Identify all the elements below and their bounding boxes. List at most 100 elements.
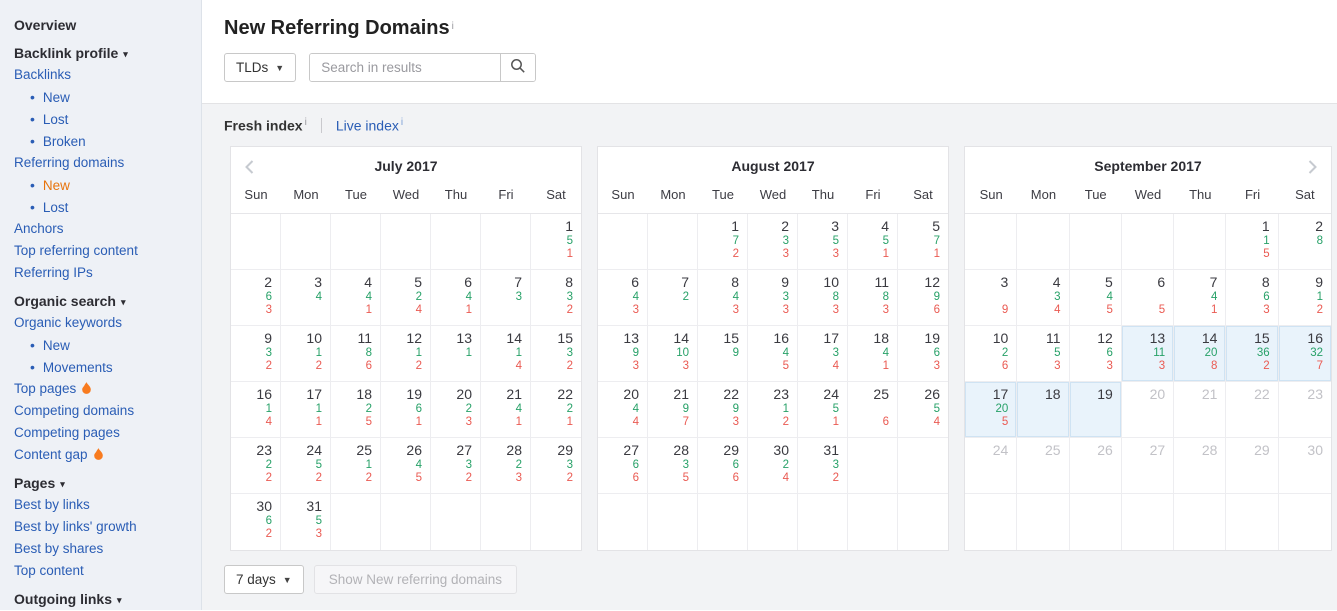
calendar-cell[interactable]: 16 1 4 xyxy=(231,382,281,438)
sidebar-item-organic-search[interactable]: Organic search ▾ xyxy=(14,290,201,312)
calendar-cell[interactable]: 17 3 4 xyxy=(798,326,848,382)
calendar-cell[interactable]: 26 4 5 xyxy=(381,438,431,494)
calendar-cell[interactable]: 15 3 2 xyxy=(531,326,581,382)
search-button[interactable] xyxy=(500,54,536,81)
calendar-cell[interactable]: 30 6 2 xyxy=(231,494,281,550)
tab-fresh-index[interactable]: Fresh index i xyxy=(224,116,307,134)
calendar-cell[interactable]: 28 2 3 xyxy=(481,438,531,494)
calendar-cell[interactable]: 27 3 2 xyxy=(431,438,481,494)
calendar-cell[interactable]: 14 10 3 xyxy=(648,326,698,382)
calendar-cell[interactable]: 11 5 3 xyxy=(1017,326,1070,382)
fresh-index-info-icon[interactable]: i xyxy=(304,116,307,128)
calendar-cell[interactable]: 13 9 3 xyxy=(598,326,648,382)
calendar-cell[interactable]: 25 1 2 xyxy=(331,438,381,494)
calendar-cell[interactable]: 10 1 2 xyxy=(281,326,331,382)
calendar-cell[interactable]: 18 xyxy=(1017,382,1070,438)
sidebar-item-new[interactable]: • New xyxy=(14,86,201,108)
calendar-cell[interactable]: 15 36 2 xyxy=(1226,326,1279,382)
calendar-cell[interactable]: 19 6 3 xyxy=(898,326,948,382)
sidebar-item-lost[interactable]: • Lost xyxy=(14,108,201,130)
sidebar-item-competing-pages[interactable]: Competing pages xyxy=(14,422,201,444)
prev-month-icon[interactable] xyxy=(244,158,255,176)
calendar-cell[interactable]: 16 4 5 xyxy=(748,326,798,382)
calendar-cell[interactable]: 17 20 5 xyxy=(965,382,1018,438)
calendar-cell[interactable]: 29 3 2 xyxy=(531,438,581,494)
calendar-cell[interactable]: 23 2 2 xyxy=(231,438,281,494)
calendar-cell[interactable]: 11 8 3 xyxy=(848,270,898,326)
calendar-cell[interactable]: 30 2 4 xyxy=(748,438,798,494)
calendar-cell[interactable]: 10 8 3 xyxy=(798,270,848,326)
calendar-cell[interactable]: 18 4 1 xyxy=(848,326,898,382)
calendar-cell[interactable]: 18 2 5 xyxy=(331,382,381,438)
calendar-cell[interactable]: 22 2 1 xyxy=(531,382,581,438)
sidebar-item-lost[interactable]: • Lost xyxy=(14,196,201,218)
calendar-cell[interactable]: 15 9 xyxy=(698,326,748,382)
calendar-cell[interactable]: 24 5 2 xyxy=(281,438,331,494)
show-new-referring-domains-button[interactable]: Show New referring domains xyxy=(313,565,518,594)
calendar-cell[interactable]: 12 6 3 xyxy=(1069,326,1122,382)
calendar-cell[interactable]: 21 9 7 xyxy=(648,382,698,438)
calendar-cell[interactable]: 28 3 5 xyxy=(648,438,698,494)
calendar-cell[interactable]: 21 4 1 xyxy=(481,382,531,438)
search-input[interactable] xyxy=(310,54,501,81)
sidebar-item-overview[interactable]: Overview xyxy=(14,14,201,36)
sidebar-item-backlinks[interactable]: Backlinks xyxy=(14,64,201,86)
calendar-cell[interactable]: 14 20 8 xyxy=(1174,326,1227,382)
calendar-cell[interactable]: 12 9 6 xyxy=(898,270,948,326)
sidebar-item-competing-domains[interactable]: Competing domains xyxy=(14,400,201,422)
sidebar-item-referring-domains[interactable]: Referring domains xyxy=(14,152,201,174)
sidebar-item-movements[interactable]: • Movements xyxy=(14,356,201,378)
calendar-cell[interactable]: 26 5 4 xyxy=(898,382,948,438)
calendar-cell[interactable]: 16 32 7 xyxy=(1278,326,1331,382)
sidebar-item-top-referring-content[interactable]: Top referring content xyxy=(14,240,201,262)
calendar-cell[interactable]: 17 1 1 xyxy=(281,382,331,438)
sidebar-item-organic-keywords[interactable]: Organic keywords xyxy=(14,312,201,334)
sidebar-item-best-by-links-growth[interactable]: Best by links' growth xyxy=(14,516,201,538)
sidebar-item-referring-ips[interactable]: Referring IPs xyxy=(14,262,201,284)
calendar-cell[interactable]: 27 6 6 xyxy=(598,438,648,494)
calendar-cell[interactable]: 24 5 1 xyxy=(798,382,848,438)
sidebar-item-top-content[interactable]: Top content xyxy=(14,560,201,582)
title-info-icon[interactable]: i xyxy=(451,20,454,32)
next-month-icon[interactable] xyxy=(1307,158,1318,176)
sidebar-item-new[interactable]: • New xyxy=(14,174,201,196)
calendar-cell[interactable]: 20 4 4 xyxy=(598,382,648,438)
sidebar-item-top-pages[interactable]: Top pages xyxy=(14,378,201,400)
calendar-cell[interactable]: 31 3 2 xyxy=(798,438,848,494)
sidebar-item-best-by-shares[interactable]: Best by shares xyxy=(14,538,201,560)
sidebar-item-backlink-profile[interactable]: Backlink profile ▾ xyxy=(14,42,201,64)
calendar-cell[interactable]: 14 1 4 xyxy=(481,326,531,382)
calendar-cell[interactable]: 22 9 3 xyxy=(698,382,748,438)
tlds-dropdown[interactable]: TLDs ▼ xyxy=(224,53,297,82)
calendar-cell[interactable]: 29 6 6 xyxy=(698,438,748,494)
calendar-cell[interactable]: 31 5 3 xyxy=(281,494,331,550)
calendar-cell[interactable]: 13 1 xyxy=(431,326,481,382)
calendar-cell[interactable]: 11 8 6 xyxy=(331,326,381,382)
calendar-cell[interactable]: 23 1 2 xyxy=(748,382,798,438)
calendar-cell[interactable]: 12 1 2 xyxy=(381,326,431,382)
